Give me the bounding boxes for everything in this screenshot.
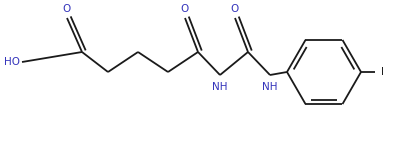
Text: NH: NH [261,82,277,92]
Text: NH: NH [212,82,227,92]
Text: I: I [380,67,383,77]
Text: O: O [230,4,239,14]
Text: HO: HO [4,57,20,67]
Text: O: O [180,4,188,14]
Text: O: O [63,4,71,14]
